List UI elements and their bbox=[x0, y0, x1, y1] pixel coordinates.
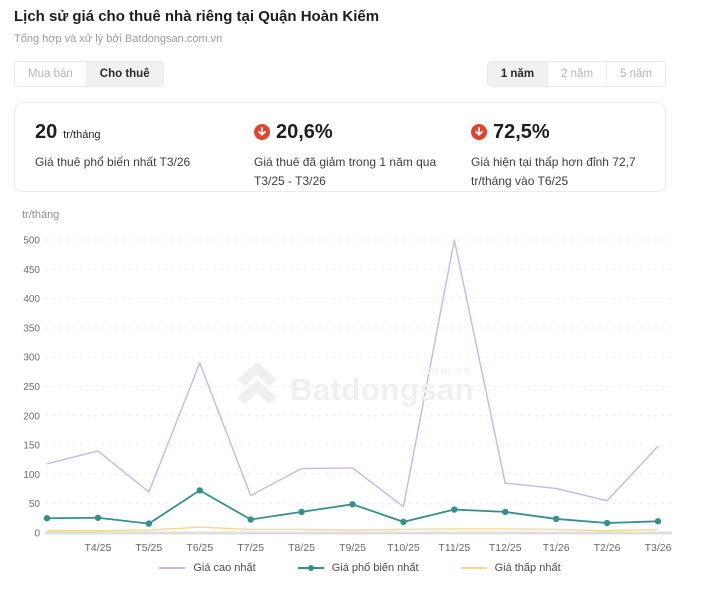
series-line bbox=[47, 526, 659, 532]
legend-dot bbox=[307, 565, 314, 571]
y-axis-tick: 0 bbox=[34, 529, 40, 540]
data-point-marker[interactable] bbox=[298, 508, 305, 516]
tab-mua-ban[interactable]: Mua bán bbox=[15, 62, 87, 86]
range-5-nam[interactable]: 5 năm bbox=[607, 62, 665, 86]
x-axis-tick: T5/25 bbox=[135, 542, 162, 554]
y-axis-tick: 500 bbox=[23, 236, 40, 247]
data-point-marker[interactable] bbox=[247, 516, 254, 523]
stat-unit: tr/tháng bbox=[63, 128, 101, 141]
stat-value: 72,5% bbox=[493, 120, 550, 143]
x-axis-tick: T7/25 bbox=[237, 542, 264, 554]
stat-desc: Giá thuê phổ biến nhất T3/26 bbox=[35, 155, 191, 169]
stat-common-price: 20 tr/tháng Giá thuê phổ biến nhất T3/26 bbox=[35, 120, 254, 191]
tab-cho-thue[interactable]: Cho thuê bbox=[86, 62, 163, 86]
x-axis-tick: T1/26 bbox=[543, 542, 570, 554]
data-point-marker[interactable] bbox=[349, 501, 356, 508]
stat-value: 20 bbox=[35, 120, 58, 143]
toolbar: Mua bán Cho thuê 1 năm 2 năm 5 năm bbox=[14, 61, 666, 87]
legend-line-swatch bbox=[159, 567, 186, 569]
legend-item[interactable]: Giá phổ biến nhất bbox=[297, 562, 419, 574]
y-axis-tick: 350 bbox=[23, 323, 40, 334]
legend-line-swatch bbox=[297, 565, 324, 571]
range-1-nam[interactable]: 1 năm bbox=[487, 62, 549, 86]
y-axis-tick: 50 bbox=[29, 499, 41, 510]
y-axis-unit-label: tr/tháng bbox=[22, 209, 60, 221]
stats-card: 20 tr/tháng Giá thuê phổ biến nhất T3/26… bbox=[14, 102, 666, 192]
data-point-marker[interactable] bbox=[145, 520, 153, 527]
x-axis-tick: T11/25 bbox=[438, 542, 470, 554]
y-axis-tick: 250 bbox=[23, 382, 40, 393]
legend-label: Giá phổ biến nhất bbox=[331, 562, 419, 574]
y-axis-tick: 200 bbox=[23, 411, 40, 422]
data-point-marker[interactable] bbox=[603, 519, 611, 527]
line-chart-canvas: 0 50 100 150 200 250 300 350 400 450 500 T4/25 T5/25… bbox=[23, 236, 672, 554]
y-axis-tick: 400 bbox=[23, 294, 40, 305]
data-point-marker[interactable] bbox=[502, 508, 509, 516]
y-axis-tick: 150 bbox=[23, 441, 40, 452]
series-line bbox=[46, 239, 659, 508]
y-axis-tick: 100 bbox=[23, 470, 40, 481]
stat-desc: Giá hiện tại thấp hơn đỉnh 72,7 tr/tháng… bbox=[471, 155, 636, 188]
x-axis-tick: T2/26 bbox=[594, 542, 621, 554]
stat-value: 20,6% bbox=[276, 120, 333, 143]
range-toggle: 1 năm 2 năm 5 năm bbox=[486, 61, 666, 87]
data-point-marker[interactable] bbox=[196, 487, 203, 494]
stat-yearly-change: 20,6% Giá thuê đã giảm trong 1 năm qua T… bbox=[254, 120, 471, 191]
stat-vs-peak: 72,5% Giá hiện tại thấp hơn đỉnh 72,7 tr… bbox=[471, 120, 645, 191]
chart-legend: Giá cao nhất Giá phổ biến nhất Giá thấp nh… bbox=[0, 562, 720, 574]
x-axis-tick: T3/26 bbox=[645, 542, 672, 554]
y-axis-tick: 450 bbox=[23, 265, 40, 276]
x-axis-tick: T10/25 bbox=[387, 542, 420, 554]
price-chart: tr/tháng 0 50 100 150 200 250 300 350 400 450 500 T… bbox=[0, 204, 720, 594]
x-axis-tick: T12/25 bbox=[489, 542, 522, 554]
legend-item[interactable]: Giá thấp nhất bbox=[460, 562, 561, 574]
x-axis-tick: T6/25 bbox=[186, 542, 213, 554]
legend-item[interactable]: Giá cao nhất bbox=[159, 562, 256, 574]
x-axis-tick: T4/25 bbox=[84, 542, 111, 554]
data-point-marker[interactable] bbox=[654, 518, 662, 525]
transaction-toggle: Mua bán Cho thuê bbox=[14, 61, 164, 87]
x-axis-tick: T9/25 bbox=[339, 542, 366, 554]
stat-desc: Giá thuê đã giảm trong 1 năm qua T3/25 -… bbox=[254, 155, 437, 188]
data-point-marker[interactable] bbox=[451, 506, 458, 513]
arrow-down-circle-icon bbox=[254, 124, 270, 140]
legend-label: Giá cao nhất bbox=[193, 562, 256, 574]
arrow-down-circle-icon bbox=[471, 124, 487, 140]
data-point-marker[interactable] bbox=[552, 515, 560, 523]
data-point-marker[interactable] bbox=[400, 518, 407, 526]
legend-label: Giá thấp nhất bbox=[494, 562, 561, 574]
data-point-marker[interactable] bbox=[94, 514, 102, 521]
page-title: Lịch sử giá cho thuê nhà riêng tại Quận … bbox=[14, 8, 380, 25]
data-point-marker[interactable] bbox=[43, 515, 51, 522]
page-subtitle: Tổng hợp và xử lý bởi Batdongsan.com.vn bbox=[14, 33, 223, 45]
y-axis-tick: 300 bbox=[23, 353, 40, 364]
x-axis-tick: T8/25 bbox=[288, 542, 315, 554]
range-2-nam[interactable]: 2 năm bbox=[548, 62, 608, 86]
legend-line-swatch bbox=[460, 567, 487, 569]
